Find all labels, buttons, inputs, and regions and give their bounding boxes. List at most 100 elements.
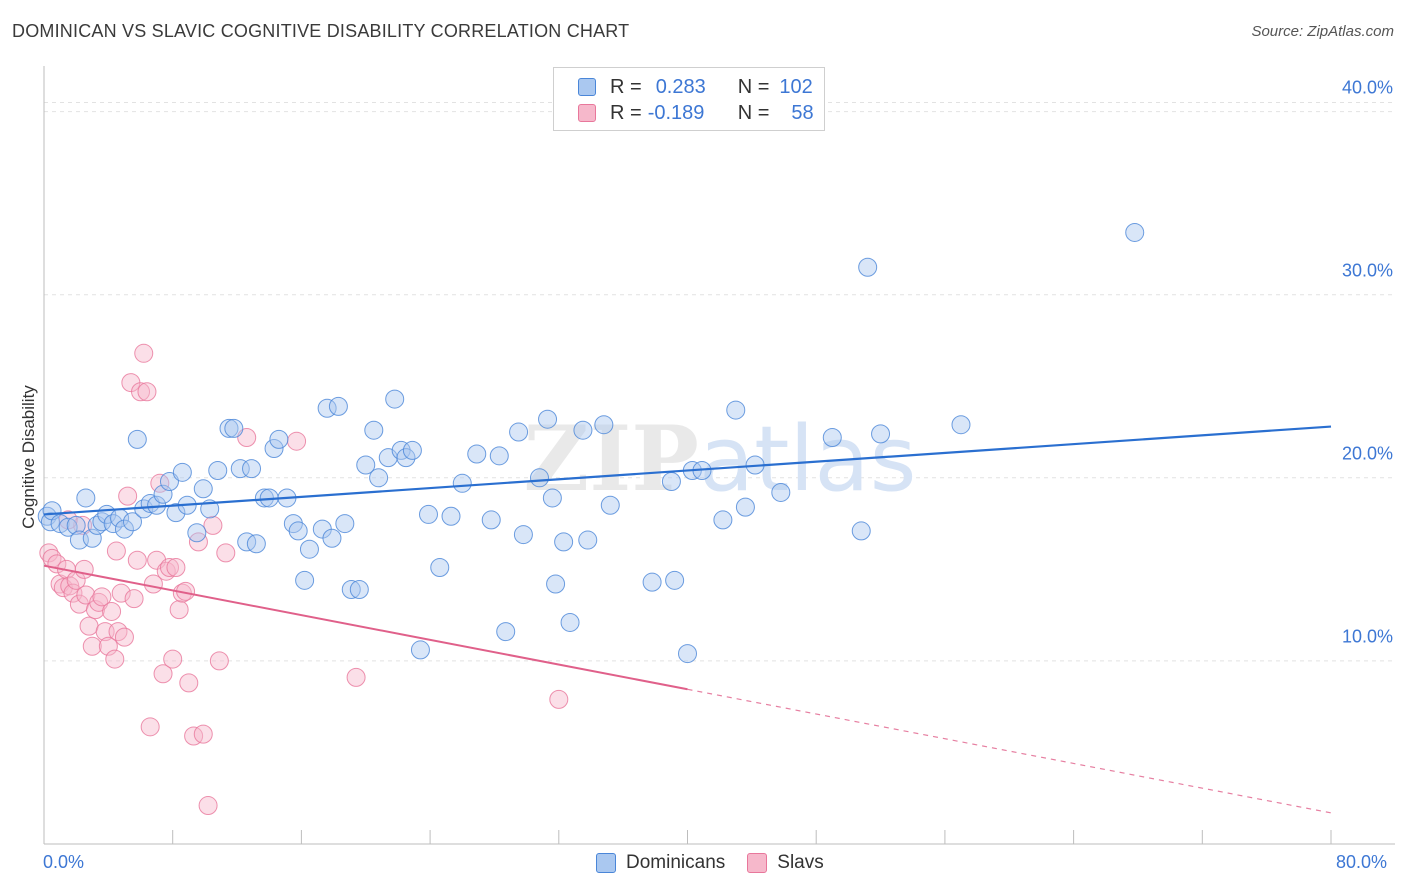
dominicans-point	[771, 482, 791, 502]
dominicans-point	[600, 495, 620, 515]
dominicans-point	[219, 418, 239, 438]
dominicans-point	[481, 510, 501, 530]
dominicans-point	[66, 515, 86, 535]
dominicans-point	[542, 488, 562, 508]
dominicans-point	[822, 428, 842, 448]
dominicans-point	[489, 446, 509, 466]
dominicans-point	[513, 525, 533, 545]
slavs-point	[95, 622, 115, 642]
dominicans-point	[546, 574, 566, 594]
grid-layer	[44, 101, 1395, 662]
dominicans-point	[951, 415, 971, 435]
slavs-point	[163, 649, 183, 669]
slavs-point	[346, 667, 366, 687]
y-axis-label: Cognitive Disability	[19, 385, 38, 529]
legend-item-slavs: Slavs	[747, 852, 824, 874]
slavs-point	[39, 543, 59, 563]
x-axis-max-label: 80.0%	[1336, 852, 1388, 872]
slavs-point	[131, 382, 151, 402]
legend-item-dominicans: Dominicans	[596, 852, 725, 874]
dominicans-point	[467, 444, 487, 464]
dominicans-point	[871, 424, 891, 444]
dominicans-point	[166, 503, 186, 523]
legend-n-value: 102	[779, 75, 813, 98]
dominicans-point	[322, 528, 342, 548]
dominicans-point	[288, 521, 308, 541]
dominicans-point	[356, 455, 376, 475]
slavs-point	[156, 561, 176, 581]
slavs-point	[92, 587, 112, 607]
slavs-point	[74, 559, 94, 579]
slavs-point	[216, 543, 236, 563]
y-tick-label: 10.0%	[1342, 627, 1393, 647]
dominicans-point	[665, 570, 685, 590]
dominicans-point	[127, 429, 147, 449]
dominicans-point	[573, 420, 593, 440]
slavs-point	[89, 592, 109, 612]
dominicans-point	[509, 422, 529, 442]
legend-row-slavs: R = -0.189 N = 58	[578, 101, 814, 125]
dominicans-point	[554, 532, 574, 552]
legend-r-label: R =	[610, 101, 642, 124]
dominicans-point	[441, 506, 461, 526]
dominicans-point	[230, 459, 250, 479]
dominicans-label: Dominicans	[626, 852, 726, 873]
slavs-point	[169, 600, 189, 620]
slavs-point	[203, 515, 223, 535]
dominicans-point	[76, 488, 96, 508]
slavs-point	[150, 473, 170, 493]
dominicans-point	[335, 514, 355, 534]
dominicans-point	[264, 439, 284, 459]
dominicans-point	[858, 257, 878, 277]
slavs-point	[193, 724, 213, 744]
legend-r-label: R =	[610, 75, 642, 98]
dominicans-point	[159, 471, 179, 491]
legend-n-label: N =	[737, 75, 770, 98]
dominicans-point	[735, 497, 755, 517]
dominicans-point	[242, 459, 262, 479]
slavs-point	[82, 636, 102, 656]
dominicans-point	[661, 471, 681, 491]
dominicans-point	[642, 572, 662, 592]
slavs-point	[111, 583, 131, 603]
slavs-point	[209, 651, 229, 671]
slavs-point	[153, 664, 173, 684]
dominicans-point	[678, 644, 697, 664]
dominicans-points	[37, 222, 1145, 664]
dominicans-point	[496, 622, 516, 642]
dominicans-point	[594, 415, 614, 435]
dominicans-point	[103, 514, 123, 534]
dominicans-point	[187, 523, 207, 543]
dominicans-point	[430, 558, 450, 578]
dominicans-trend-line	[43, 425, 1332, 516]
y-tick-label: 20.0%	[1342, 444, 1393, 464]
slavs-point	[166, 558, 186, 578]
slavs-point	[108, 622, 128, 642]
dominicans-point	[114, 519, 134, 539]
legend-swatch-pink	[578, 104, 596, 122]
dominicans-point	[385, 389, 405, 409]
slavs-point	[179, 673, 199, 693]
slavs-point	[102, 601, 122, 621]
dominicans-point	[410, 640, 430, 660]
slavs-point	[114, 627, 134, 647]
dominicans-point	[341, 579, 361, 599]
slavs-point	[106, 541, 126, 561]
y-tick-label: 30.0%	[1342, 260, 1393, 280]
slavs-point	[184, 726, 204, 746]
dominicans-point	[726, 400, 746, 420]
dominicans-point	[82, 528, 102, 548]
dominicans-point	[529, 468, 549, 488]
dominicans-point	[224, 418, 244, 438]
dominicans-point	[299, 539, 319, 559]
y-tick-label: 40.0%	[1342, 77, 1393, 97]
slavs-point	[137, 382, 157, 402]
slavs-point	[127, 550, 147, 570]
dominicans-point	[578, 530, 598, 550]
dominicans-point	[418, 504, 438, 524]
dominicans-point	[369, 468, 389, 488]
axis-layer	[43, 66, 1395, 845]
slavs-point	[140, 717, 160, 737]
slavs-label: Slavs	[777, 852, 824, 873]
